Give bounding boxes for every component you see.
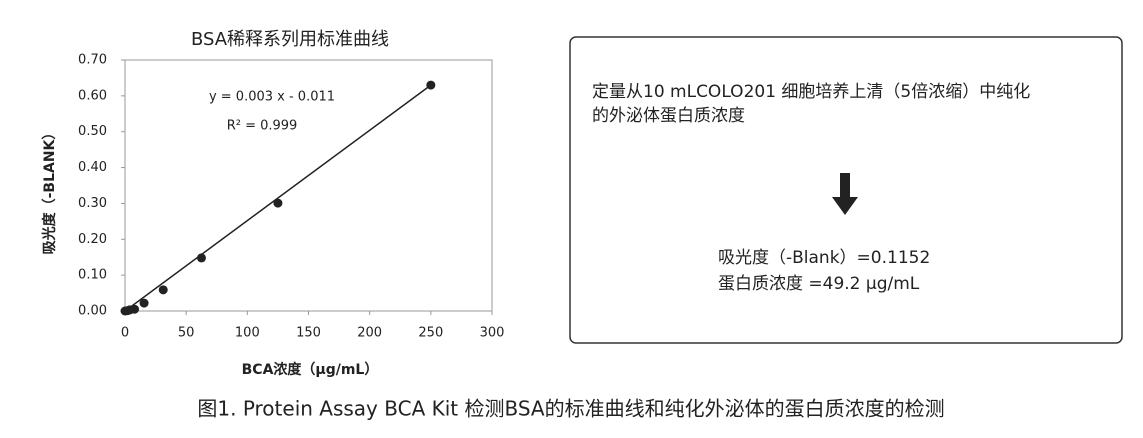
y-tick-label: 0.50 xyxy=(78,124,107,139)
x-tick-label: 300 xyxy=(480,326,505,341)
x-tick-label: 50 xyxy=(178,326,195,341)
x-axis-label: BCA浓度（μg/mL） xyxy=(242,361,379,378)
caption: 图1. Protein Assay BCA Kit 检测BSA的标准曲线和纯化外… xyxy=(197,397,944,421)
result-line: 蛋白质浓度 =49.2 μg/mL xyxy=(718,274,920,294)
r-squared: R² = 0.999 xyxy=(227,119,298,134)
description-line: 的外泌体蛋白质浓度 xyxy=(592,106,745,126)
y-tick-label: 0.60 xyxy=(78,88,107,103)
data-point xyxy=(273,198,283,208)
result-line: 吸光度（-Blank）=0.1152 xyxy=(718,248,930,268)
x-tick-label: 0 xyxy=(121,326,129,341)
data-point xyxy=(426,80,436,90)
y-axis-label: 吸光度（-BLANK） xyxy=(41,126,58,255)
x-tick-label: 250 xyxy=(418,326,443,341)
x-tick-label: 150 xyxy=(296,326,321,341)
result-panel xyxy=(569,36,1123,344)
data-point xyxy=(139,298,149,308)
trend-line xyxy=(124,84,432,312)
y-tick-label: 0.30 xyxy=(78,196,107,211)
y-tick-label: 0.40 xyxy=(78,160,107,175)
data-point xyxy=(158,285,168,295)
x-tick-label: 200 xyxy=(357,326,382,341)
chart-title: BSA稀释系列用标准曲线 xyxy=(191,29,389,50)
x-tick-label: 100 xyxy=(235,326,260,341)
y-tick-label: 0.70 xyxy=(78,53,107,68)
description-line: 定量从10 mLCOLO201 细胞培养上清（5倍浓缩）中纯化 xyxy=(592,82,1030,102)
data-point xyxy=(196,253,206,263)
equation: y = 0.003 x - 0.011 xyxy=(209,90,335,105)
data-point xyxy=(130,304,140,314)
y-tick-label: 0.20 xyxy=(78,232,107,247)
down-arrow xyxy=(832,173,858,215)
y-tick-label: 0.10 xyxy=(78,268,107,283)
y-tick-label: 0.00 xyxy=(78,304,107,319)
